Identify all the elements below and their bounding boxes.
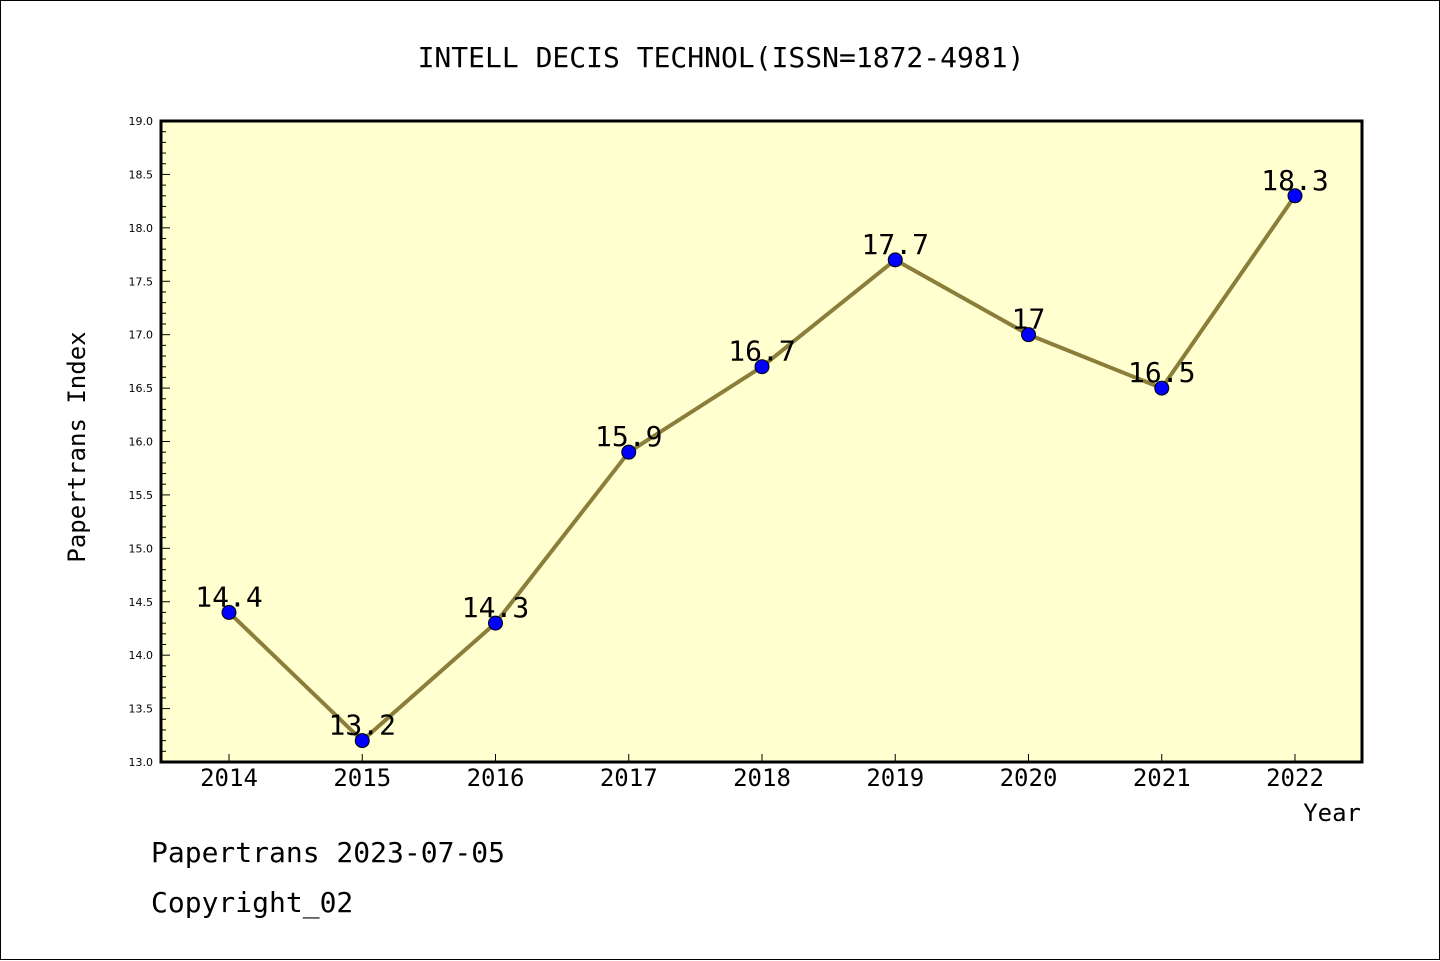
- data-point: [488, 615, 503, 631]
- y-tick-label: 16.0: [129, 436, 154, 449]
- x-tick-label: 2019: [866, 764, 924, 792]
- y-tick-label: 14.0: [129, 649, 154, 662]
- data-point: [221, 604, 237, 620]
- footer-copyright: Copyright_02: [151, 886, 354, 919]
- data-point: [887, 252, 903, 268]
- x-tick-label: 2015: [333, 764, 391, 792]
- data-label: 16.5: [1128, 356, 1195, 389]
- data-label: 14.3: [462, 591, 529, 624]
- x-tick-label: 2022: [1266, 764, 1324, 792]
- y-tick-label: 19.0: [129, 115, 154, 128]
- x-tick-label: 2016: [467, 764, 525, 792]
- x-axis: 2014 2015 2016 2017 2018 2019 2020 2021 2022: [200, 754, 1324, 792]
- data-label: 16.7: [728, 335, 795, 368]
- data-label: 18.3: [1261, 164, 1328, 197]
- data-label: 13.2: [329, 709, 396, 742]
- x-axis-label: Year: [1303, 799, 1361, 827]
- x-tick-label: 2020: [1000, 764, 1058, 792]
- data-point: [1154, 380, 1170, 396]
- chart-title: INTELL DECIS TECHNOL(ISSN=1872-4981): [418, 41, 1025, 74]
- x-tick-label: 2021: [1133, 764, 1191, 792]
- y-axis-label: Papertrans Index: [63, 331, 91, 562]
- y-tick-label: 17.5: [129, 275, 154, 288]
- data-point: [354, 733, 370, 749]
- data-point: [1287, 188, 1303, 204]
- data-label: 14.4: [195, 580, 262, 613]
- y-tick-label: 15.5: [129, 489, 154, 502]
- y-tick-label: 17.0: [129, 329, 154, 342]
- y-tick-label: 13.5: [129, 703, 154, 716]
- data-point: [1021, 327, 1036, 343]
- x-tick-label: 2014: [200, 764, 258, 792]
- y-tick-label: 18.0: [129, 222, 154, 235]
- plot-area: [159, 119, 1364, 764]
- y-tick-label: 15.0: [129, 542, 154, 555]
- data-label: 17: [1012, 303, 1046, 336]
- y-axis: 13.0 13.5 14.0 14.5 15.0 15.5 16.0 16.5 17.0 17.5…: [129, 115, 170, 769]
- y-tick-label: 14.5: [129, 596, 154, 609]
- data-label: 15.9: [595, 420, 662, 453]
- data-point: [754, 359, 770, 375]
- y-tick-label: 13.0: [129, 756, 154, 769]
- data-point: [621, 444, 637, 460]
- footer-date: Papertrans 2023-07-05: [151, 836, 506, 869]
- series-layer: 14.4 13.2 14.3 15.9 16.7 17.7 17 16.5 18.3: [195, 164, 1329, 749]
- y-tick-label: 16.5: [129, 382, 154, 395]
- x-tick-label: 2017: [600, 764, 658, 792]
- y-tick-label: 18.5: [129, 168, 154, 181]
- x-tick-label: 2018: [733, 764, 791, 792]
- data-label: 17.7: [862, 228, 929, 261]
